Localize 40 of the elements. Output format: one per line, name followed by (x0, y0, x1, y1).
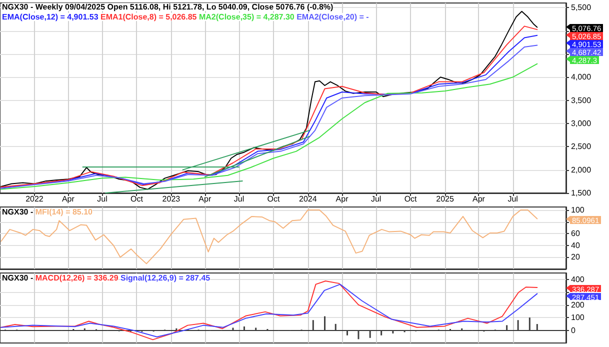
x-tick-label: Apr (472, 194, 486, 204)
x-tick-label: 2024 (299, 194, 318, 204)
y-tick-label: 4,000 (571, 72, 592, 82)
x-tick-label: Apr (336, 194, 349, 204)
x-tick-label: Oct (130, 194, 144, 204)
text: MA2(Close,35) = 4,287.30 (198, 12, 295, 22)
x-tick-label: Oct (404, 194, 418, 204)
text: EMA(Close,12) = 4,901.53 (2, 12, 99, 22)
y-tick-label: 60 (571, 229, 580, 238)
text: MACD(12,26) = 336.29 (35, 274, 119, 282)
x-tick-label: 2025 (436, 194, 454, 204)
text: Signal(12,26,9) = 287.45 (120, 274, 211, 282)
y-tick-label: 2,500 (571, 142, 592, 152)
x-tick-label: Jul (234, 194, 244, 204)
text: EMA1(Close,8) = 5,026.85 (100, 12, 198, 22)
x-tick-label: Jul (508, 194, 518, 204)
y-tick-label: 20 (571, 252, 580, 262)
series-label: MFI(14) = 85.10 (35, 208, 94, 216)
x-tick-label: 2022 (26, 194, 44, 204)
y-tick-label: 5,500 (571, 3, 592, 12)
x-tick-label: Oct (267, 194, 280, 204)
y-tick-label: 400 (571, 274, 585, 284)
x-tick-label: Apr (198, 194, 212, 204)
y-tick-label: 200 (571, 300, 585, 310)
y-tick-label: 2,000 (571, 165, 592, 174)
y-tick-label: 3,500 (571, 96, 592, 105)
chart-title: NGX30 - (2, 208, 34, 216)
y-tick-label: 0 (571, 326, 576, 335)
x-tick-label: Jul (370, 194, 382, 204)
x-tick-label: Jul (97, 194, 108, 204)
text: EMA2(Close,20) = - (296, 12, 370, 22)
chart-title: NGX30 - Weekly 09/04/2025 Open 5116.08, Hi 5121.78, Lo 5040.09, Close 5076.76 (-0.8%) (2, 2, 334, 12)
chart-title: NGX30 - (2, 274, 34, 282)
x-tick-label: Apr (62, 194, 75, 204)
x-tick-label: 2023 (162, 194, 181, 204)
y-tick-label: 3,000 (571, 118, 592, 128)
y-tick-label: 100 (571, 205, 585, 214)
y-tick-label: 1,500 (571, 188, 592, 198)
y-tick-label: 100 (571, 313, 585, 322)
y-tick-label: 40 (571, 240, 580, 250)
